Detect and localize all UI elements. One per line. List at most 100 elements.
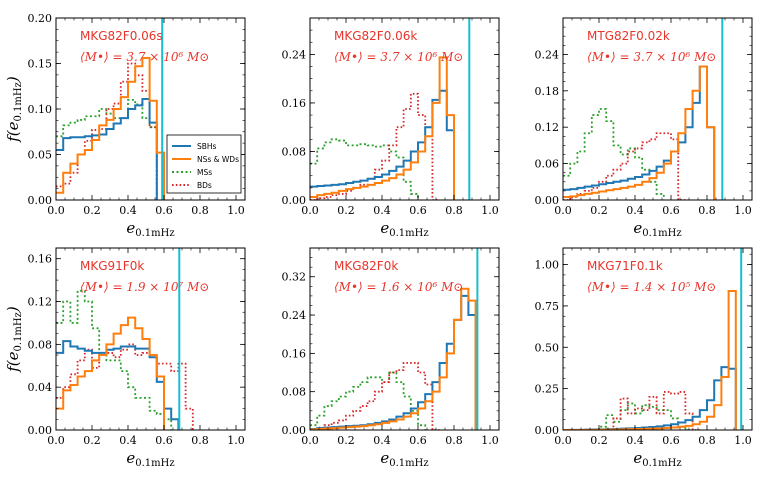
x-tick-label: 0.6 xyxy=(662,204,680,217)
y-tick-label: 0.16 xyxy=(282,97,307,110)
x-tick-label: 0.0 xyxy=(47,434,65,447)
series-bds-step xyxy=(563,391,700,430)
y-tick-label: 0.24 xyxy=(282,309,307,322)
legend: SBHs NSs & WDs MSs BDs xyxy=(166,134,242,194)
plot-area xyxy=(310,18,471,200)
x-tick-label: 0.4 xyxy=(626,434,644,447)
legend-label: BDs xyxy=(197,181,212,190)
series-sbhs-step xyxy=(56,340,180,430)
x-tick-label: 1.0 xyxy=(227,434,245,447)
x-tick-label: 0.2 xyxy=(590,204,608,217)
y-tick-label: 0.20 xyxy=(28,12,53,25)
legend-label: NSs & WDs xyxy=(197,155,239,164)
x-tick-label: 0.4 xyxy=(626,204,644,217)
series-nss-wds-step xyxy=(56,57,165,200)
x-tick-label: 0.4 xyxy=(373,204,391,217)
y-axis-label: f(e0.1mHz) xyxy=(4,76,24,143)
x-tick-label: 0.6 xyxy=(155,434,173,447)
series-sbhs-step xyxy=(563,65,716,200)
plot-area xyxy=(56,248,194,430)
y-tick-label: 0.32 xyxy=(282,271,307,284)
y-tick-label: 0.05 xyxy=(28,149,53,162)
panel-3: 0.0 0.2 0.4 0.6 0.8 1.0 0.00 0.06 0.12 0.18 0.24 e0… xyxy=(535,17,753,239)
panel-4: 0.0 0.2 0.4 0.6 0.8 1.0 0.00 0.04 0.08 0.12 0.16 e0… xyxy=(4,247,246,469)
y-tick-label: 0.00 xyxy=(28,424,53,437)
panel-5: 0.0 0.2 0.4 0.6 0.8 1.0 0.00 0.08 0.16 0.24 0.32 e0… xyxy=(282,247,500,469)
x-tick-label: 0.8 xyxy=(698,204,716,217)
y-axis-label: f(e0.1mHz) xyxy=(4,306,24,373)
plot-area xyxy=(563,18,724,200)
x-tick-label: 1.0 xyxy=(734,434,752,447)
x-tick-label: 0.6 xyxy=(409,204,427,217)
x-tick-label: 0.0 xyxy=(554,434,572,447)
panel-title: MKG71F0.1k xyxy=(587,259,663,273)
series-bds-step xyxy=(56,343,194,430)
x-tick-label: 0.8 xyxy=(698,434,716,447)
series-bds-step xyxy=(310,362,440,430)
panel-mass-label: ⟨M•⟩ = 3.7 × 10⁶ M⊙ xyxy=(587,50,716,64)
series-nss-wds-step xyxy=(310,56,455,200)
y-tick-label: 0.15 xyxy=(28,58,53,71)
y-tick-label: 0.00 xyxy=(535,194,560,207)
y-tick-label: 0.24 xyxy=(535,48,560,61)
panel-mass-label: ⟨M•⟩ = 3.7 × 10⁶ M⊙ xyxy=(80,50,209,64)
x-tick-label: 0.8 xyxy=(191,434,209,447)
y-tick-label: 0.08 xyxy=(28,338,53,351)
y-tick-label: 0.25 xyxy=(535,383,560,396)
x-tick-label: 0.0 xyxy=(301,204,319,217)
y-tick-label: 0.04 xyxy=(28,381,53,394)
x-tick-label: 0.2 xyxy=(337,204,355,217)
y-tick-label: 0.10 xyxy=(28,103,53,116)
panel-mass-label: ⟨M•⟩ = 3.7 × 10⁶ M⊙ xyxy=(334,50,463,64)
series-mss-step xyxy=(56,289,173,430)
y-tick-label: 0.00 xyxy=(282,424,307,437)
plot-frame xyxy=(309,247,500,431)
y-tick-label: 0.00 xyxy=(28,194,53,207)
panel-mass-label: ⟨M•⟩ = 1.9 × 10⁷ M⊙ xyxy=(80,280,209,294)
y-tick-label: 0.75 xyxy=(535,300,560,313)
x-tick-label: 0.0 xyxy=(301,434,319,447)
series-sbhs-step xyxy=(310,294,477,430)
y-tick-label: 0.08 xyxy=(282,386,307,399)
y-tick-label: 0.12 xyxy=(28,296,53,309)
y-tick-label: 0.00 xyxy=(282,194,307,207)
series-mss-step xyxy=(310,371,427,430)
panel-title: MKG82F0.06k xyxy=(334,29,417,43)
plot-area xyxy=(310,248,479,430)
y-tick-label: 0.16 xyxy=(282,347,307,360)
series-nss-wds-step xyxy=(310,287,477,430)
x-tick-label: 1.0 xyxy=(481,434,499,447)
series-sbhs-step xyxy=(563,366,737,430)
x-tick-label: 0.2 xyxy=(590,434,608,447)
series-mss-step xyxy=(563,402,693,430)
panel-title: MKG82F0.06s xyxy=(80,29,163,43)
y-tick-label: 0.18 xyxy=(535,85,560,98)
x-tick-label: 0.6 xyxy=(155,204,173,217)
series-mss-step xyxy=(563,108,665,200)
series-bds-step xyxy=(563,132,686,200)
x-tick-label: 0.4 xyxy=(119,204,137,217)
x-tick-label: 0.4 xyxy=(373,434,391,447)
legend-label: SBHs xyxy=(197,142,217,151)
x-tick-label: 0.8 xyxy=(445,434,463,447)
y-tick-label: 0.08 xyxy=(282,145,307,158)
x-tick-label: 1.0 xyxy=(227,204,245,217)
y-tick-label: 1.00 xyxy=(535,259,560,272)
legend-box xyxy=(166,134,242,194)
x-tick-label: 1.0 xyxy=(481,204,499,217)
series-bds-step xyxy=(310,92,440,200)
panel-6: 0.0 0.2 0.4 0.6 0.8 1.0 0.00 0.25 0.50 0.75 1.00 e0… xyxy=(535,247,753,469)
x-tick-label: 0.6 xyxy=(409,434,427,447)
y-tick-label: 0.16 xyxy=(28,253,53,266)
x-tick-label: 0.0 xyxy=(47,204,65,217)
x-tick-label: 0.4 xyxy=(119,434,137,447)
series-sbhs-step xyxy=(56,97,158,200)
y-tick-label: 0.12 xyxy=(535,121,560,134)
plot-frame xyxy=(562,247,753,431)
x-axis-label: e0.1mHz xyxy=(126,449,174,469)
series-mss-step xyxy=(310,138,419,200)
panel-mass-label: ⟨M•⟩ = 1.6 × 10⁶ M⊙ xyxy=(334,280,463,294)
x-tick-label: 1.0 xyxy=(734,204,752,217)
x-axis-label: e0.1mHz xyxy=(633,449,681,469)
